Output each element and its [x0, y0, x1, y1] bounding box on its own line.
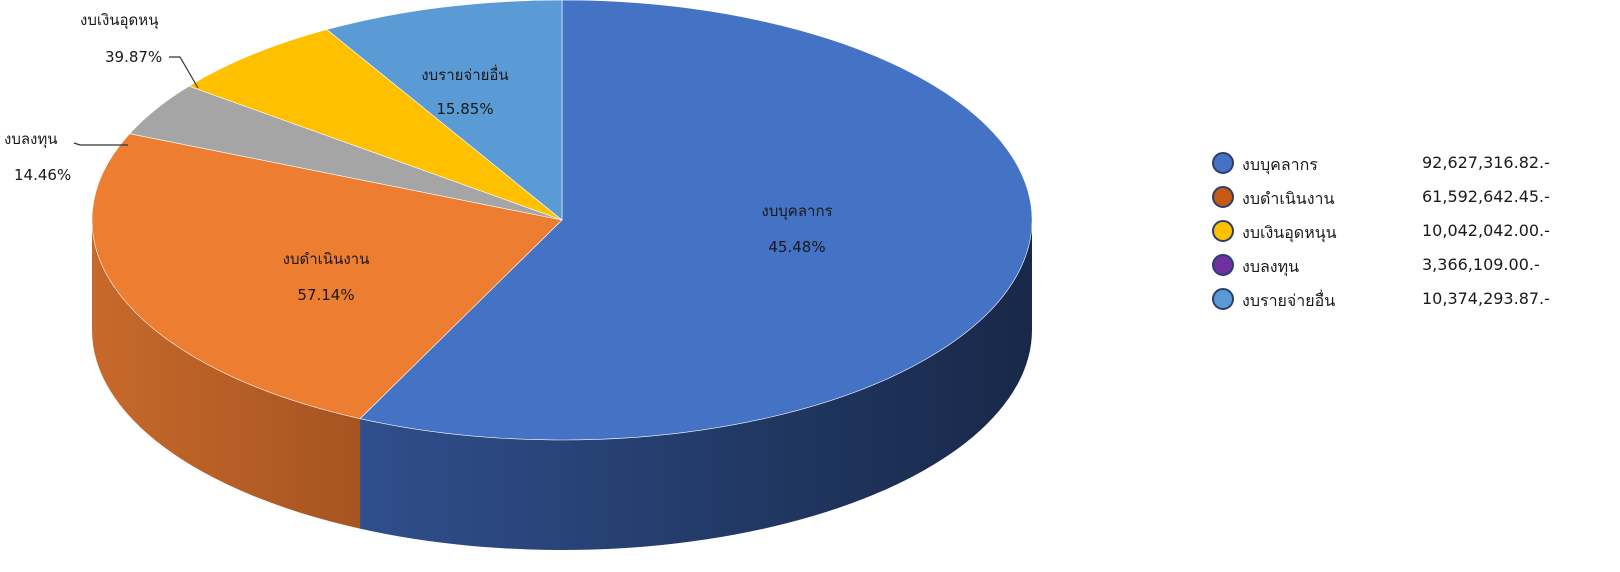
- data-label-value: 15.85%: [436, 100, 493, 118]
- data-label-value: 45.48%: [768, 238, 825, 256]
- legend-label: งบดำเนินงาน: [1242, 189, 1335, 208]
- pie-side-wall: [92, 220, 361, 529]
- legend-item: งบบุคลากร 92,627,316.82.-: [1212, 150, 1612, 184]
- legend-swatch-icon: [1212, 186, 1234, 208]
- pie-side-walls: [92, 220, 1032, 550]
- data-label-name: งบลงทุน: [4, 130, 58, 149]
- pie-slice: [359, 0, 1033, 441]
- pie-side-wall: [360, 220, 1032, 550]
- data-label-name: งบบุคลากร: [761, 202, 832, 221]
- legend-amount: 10,042,042.00.-: [1422, 221, 1550, 240]
- data-label-name: งบรายจ่ายอื่น: [421, 64, 508, 84]
- leader-line: [73, 142, 128, 146]
- legend-label: งบลงทุน: [1242, 257, 1300, 276]
- pie-slices: [91, 0, 1033, 441]
- legend-item: งบเงินอุดหนุน 10,042,042.00.-: [1212, 218, 1612, 252]
- legend-swatch-icon: [1212, 254, 1234, 276]
- legend-amount: 3,366,109.00.-: [1422, 255, 1540, 274]
- legend-swatch-icon: [1212, 288, 1234, 310]
- data-label-name: งบเงินอุดหนุ: [80, 11, 158, 30]
- legend-label: งบรายจ่ายอื่น: [1242, 291, 1336, 310]
- data-labels: งบบุคลากร 45.48% งบดำเนินงาน 57.14% งบลงทุน 1…: [4, 11, 833, 304]
- pie-slice: [326, 0, 563, 221]
- pie-slice: [91, 133, 563, 419]
- data-label-value: 14.46%: [14, 166, 71, 184]
- legend-amount: 10,374,293.87.-: [1422, 289, 1550, 308]
- legend-item: งบดำเนินงาน 61,592,642.45.-: [1212, 184, 1612, 218]
- data-label-value: 57.14%: [297, 286, 354, 304]
- legend-item: งบรายจ่ายอื่น 10,374,293.87.-: [1212, 286, 1612, 320]
- data-label-name: งบดำเนินงาน: [283, 250, 370, 268]
- leader-lines: [73, 56, 199, 146]
- legend-amount: 61,592,642.45.-: [1422, 187, 1550, 206]
- legend-label: งบบุคลากร: [1242, 155, 1318, 174]
- legend-amount: 92,627,316.82.-: [1422, 153, 1550, 172]
- leader-line: [169, 56, 199, 89]
- legend-item: งบลงทุน 3,366,109.00.-: [1212, 252, 1612, 286]
- legend: งบบุคลากร 92,627,316.82.- งบดำเนินงาน 61,59…: [1212, 150, 1612, 320]
- pie-slice: [188, 29, 563, 221]
- legend-label: งบเงินอุดหนุน: [1242, 223, 1337, 242]
- legend-swatch-icon: [1212, 220, 1234, 242]
- data-label-value: 39.87%: [105, 48, 162, 66]
- legend-swatch-icon: [1212, 152, 1234, 174]
